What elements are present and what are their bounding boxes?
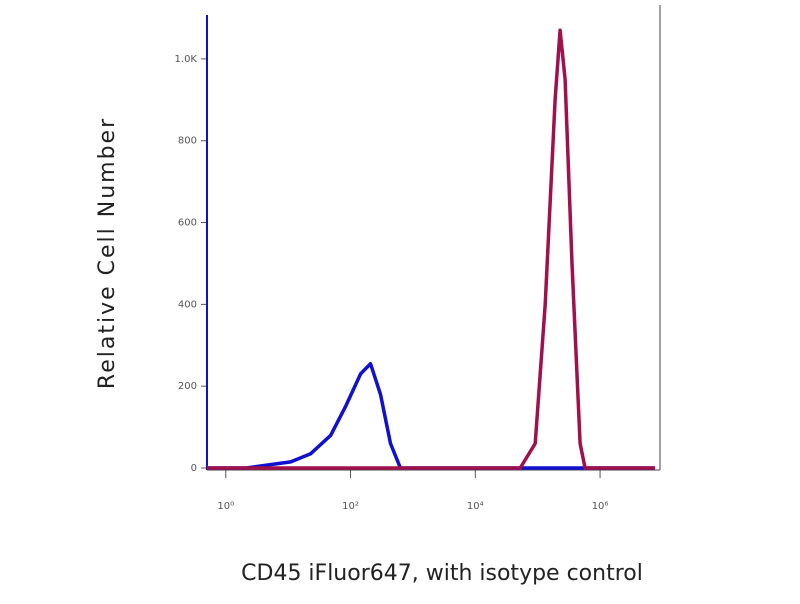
x-tick-label: 10⁰ [217, 501, 234, 512]
y-tick-label: 0 [191, 463, 197, 474]
histogram-line [207, 361, 655, 470]
y-tick-label: 600 [178, 218, 197, 229]
x-tick-label: 10⁶ [592, 501, 609, 512]
y-tick-label: 200 [178, 381, 197, 392]
histogram-line [207, 28, 655, 470]
y-tick-label: 400 [178, 299, 197, 310]
y-tick-label: 800 [178, 136, 197, 147]
y-axis-label: Relative Cell Number [95, 117, 120, 389]
y-tick-label: 1.0K [175, 54, 198, 65]
x-axis-label: CD45 iFluor647, with isotype control [241, 561, 643, 586]
x-tick-label: 10⁴ [467, 501, 484, 512]
x-tick-label: 10² [342, 501, 359, 512]
